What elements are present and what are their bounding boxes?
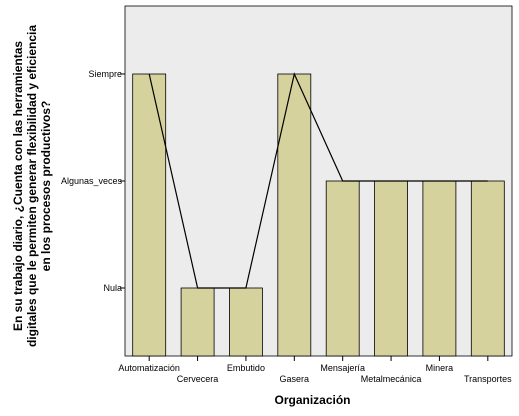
series-line — [148, 72, 488, 289]
bar-7 — [470, 180, 505, 357]
x-tick-label-1: Cervecera — [177, 374, 219, 384]
y-tick-label-1: Algunas_veces — [61, 176, 123, 186]
x-tick-label-6: Minera — [426, 363, 454, 373]
x-tick-label-3: Gasera — [280, 374, 310, 384]
y-axis-title-line-2: en los procesos productivos? — [39, 101, 53, 272]
y-axis-title-line-1: digitales que le permiten generar flexib… — [25, 25, 39, 347]
x-axis-title: Organización — [274, 393, 350, 407]
y-axis-title: En su trabajo diario, ¿Cuenta con las he… — [11, 25, 53, 347]
x-tick-label-5: Metalmecánica — [361, 374, 422, 384]
x-tick-label-2: Embutido — [227, 363, 265, 373]
y-axis-title-line-0: En su trabajo diario, ¿Cuenta con las he… — [11, 41, 25, 331]
y-tick-label-0: Nula — [103, 283, 122, 293]
bar-5 — [374, 180, 409, 357]
y-tick-label-2: Siempre — [88, 69, 122, 79]
y-axis: Nula Algunas_veces Siempre — [61, 69, 125, 293]
bar-4 — [325, 180, 360, 357]
x-tick-label-4: Mensajería — [320, 363, 365, 373]
bar-1 — [180, 287, 215, 357]
bar-6 — [422, 180, 457, 357]
bar-0 — [132, 73, 167, 357]
x-tick-label-0: Automatización — [118, 363, 180, 373]
x-tick-label-7: Transportes — [464, 374, 512, 384]
bar-3 — [277, 73, 312, 357]
bar-2 — [228, 287, 263, 357]
